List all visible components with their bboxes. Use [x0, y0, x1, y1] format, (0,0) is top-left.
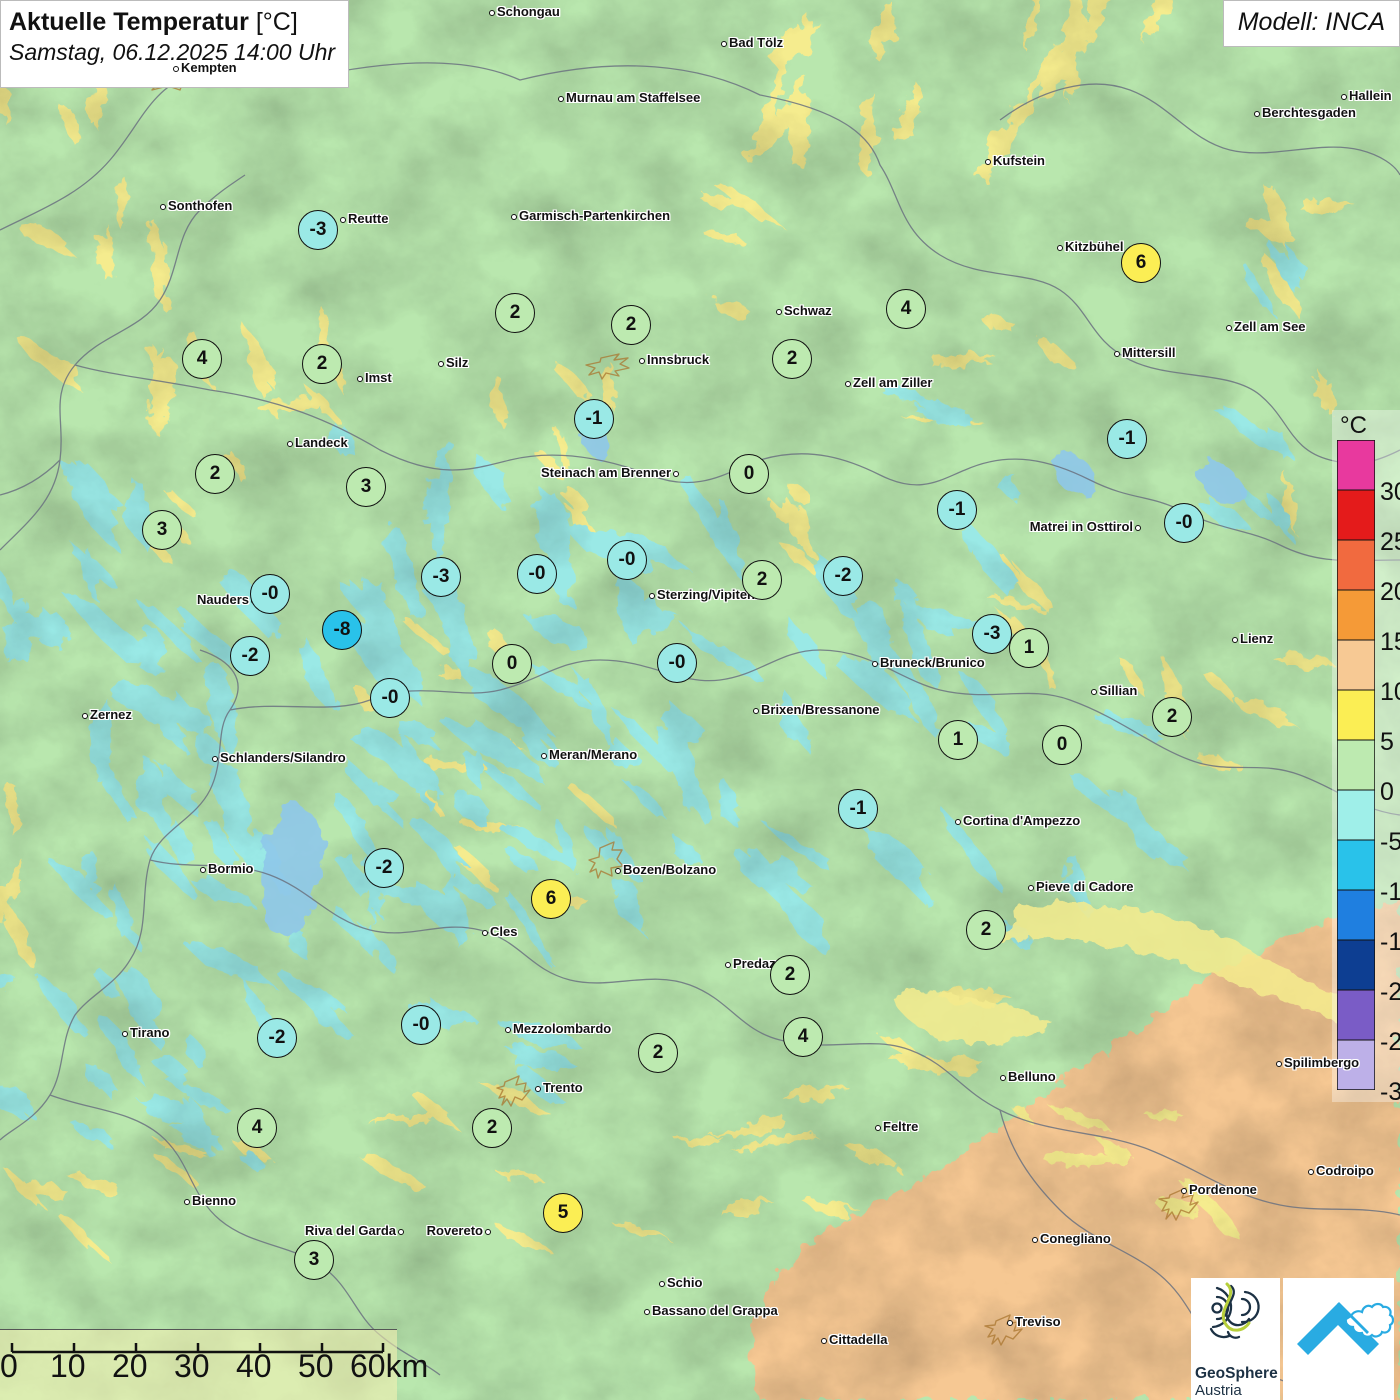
svg-text:GeoSphere: GeoSphere: [1195, 1365, 1278, 1382]
svg-text:Austria: Austria: [1195, 1382, 1242, 1399]
